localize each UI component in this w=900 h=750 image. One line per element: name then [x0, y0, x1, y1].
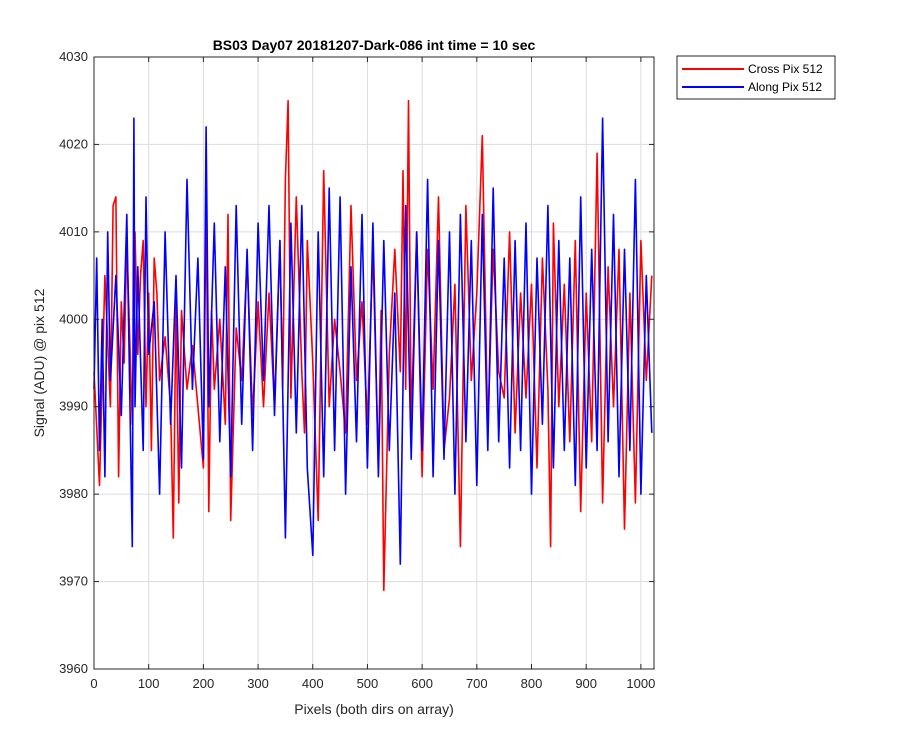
y-axis-label: Signal (ADU) @ pix 512	[31, 288, 47, 437]
plot-frame	[93, 56, 655, 670]
x-tick-label: 300	[247, 676, 269, 691]
chart-title: BS03 Day07 20181207-Dark-086 int time = …	[213, 37, 536, 53]
series-group	[93, 99, 653, 592]
series-line-cross-pix-512	[93, 99, 653, 592]
x-tick-label: 800	[521, 676, 543, 691]
x-tick-label: 400	[302, 676, 324, 691]
x-tick-label: 1000	[626, 676, 655, 691]
x-tick-label: 0	[90, 676, 97, 691]
y-tick-label: 3980	[59, 486, 88, 501]
legend: Cross Pix 512 Along Pix 512	[676, 55, 836, 100]
y-tick-label: 3960	[59, 661, 88, 676]
axis-ticks: 0 100 200 300 400 500 600 700 800 900 1000 3960 3970…	[59, 49, 655, 691]
y-tick-label: 3990	[59, 399, 88, 414]
y-tick-label: 4000	[59, 311, 88, 326]
x-tick-label: 700	[466, 676, 488, 691]
x-tick-label: 200	[193, 676, 215, 691]
x-axis-label: Pixels (both dirs on array)	[294, 701, 454, 717]
legend-label-cross: Cross Pix 512	[748, 62, 823, 76]
y-tick-label: 4010	[59, 224, 88, 239]
series-line-along-pix-512	[93, 117, 653, 565]
y-tick-label: 4020	[59, 136, 88, 151]
legend-label-along: Along Pix 512	[748, 80, 822, 94]
legend-box	[676, 55, 836, 100]
x-tick-label: 500	[357, 676, 379, 691]
y-tick-label: 3970	[59, 574, 88, 589]
x-tick-label: 100	[138, 676, 160, 691]
x-tick-label: 900	[575, 676, 597, 691]
x-tick-label: 600	[411, 676, 433, 691]
y-tick-label: 4030	[59, 49, 88, 64]
